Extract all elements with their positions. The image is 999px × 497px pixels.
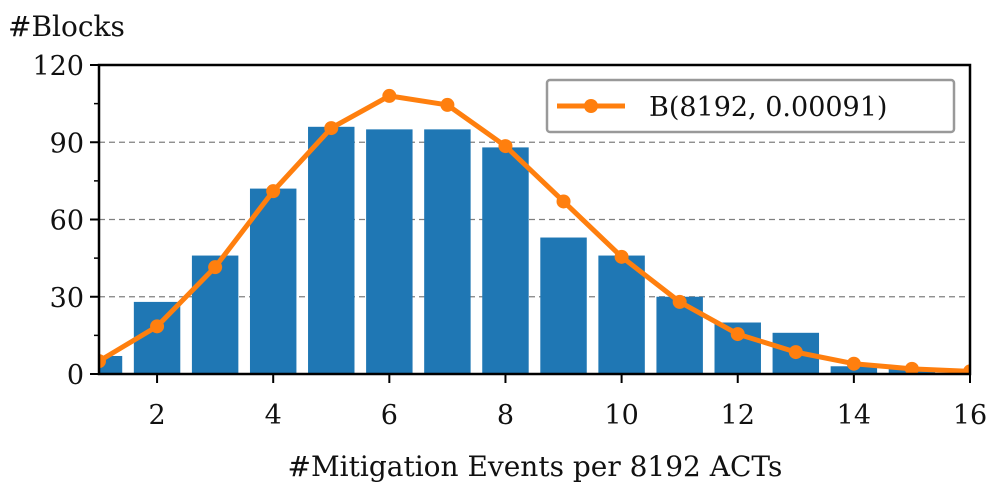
bar — [540, 237, 587, 374]
x-axis-title: #Mitigation Events per 8192 ACTs — [288, 450, 783, 483]
series-point — [150, 319, 165, 334]
x-tick-label: 10 — [604, 400, 638, 431]
bar — [308, 126, 355, 374]
bar — [598, 255, 645, 374]
bar — [191, 255, 239, 374]
series-point — [614, 249, 629, 264]
x-tick-label: 16 — [953, 400, 987, 431]
x-tick-label: 14 — [837, 400, 871, 431]
series-point — [788, 345, 803, 360]
y-tick-label: 60 — [50, 206, 84, 237]
bar — [424, 129, 471, 374]
series-point — [556, 194, 571, 209]
y-tick-label: 90 — [50, 128, 84, 159]
series-line — [99, 93, 970, 374]
x-tick-label: 12 — [721, 400, 755, 431]
bar — [249, 188, 297, 374]
y-axis-title: #Blocks — [8, 10, 125, 43]
x-tick-label: 2 — [148, 400, 165, 431]
x-tick-label: 8 — [497, 400, 514, 431]
legend: B(8192, 0.00091) — [545, 78, 956, 134]
series-point — [324, 121, 339, 136]
series-point — [208, 260, 223, 275]
bar — [366, 129, 413, 374]
ticks: 2 4 6 8 10 12 14 16 0 30 60 90 120 — [32, 51, 987, 431]
line-series — [99, 88, 970, 374]
series-point — [904, 361, 919, 374]
series-point — [672, 294, 687, 309]
series-point — [382, 88, 397, 103]
x-tick-label: 4 — [265, 400, 282, 431]
bar — [482, 147, 529, 374]
series-point — [99, 354, 106, 369]
y-tick-label: 0 — [67, 360, 84, 391]
legend-entry-label: B(8192, 0.00091) — [649, 92, 887, 123]
series-point — [266, 184, 281, 199]
x-tick-label: 6 — [381, 400, 398, 431]
series-point — [963, 364, 970, 374]
y-tick-label: 30 — [50, 283, 84, 314]
series-point — [440, 97, 455, 112]
y-tick-label: 120 — [32, 51, 84, 82]
legend-marker-swatch — [584, 99, 598, 113]
bar-series — [99, 126, 936, 374]
series-point — [730, 327, 745, 342]
series-point — [846, 356, 861, 371]
grid-lines — [99, 141, 970, 298]
series-point — [498, 139, 513, 154]
legend-frame — [545, 78, 956, 134]
